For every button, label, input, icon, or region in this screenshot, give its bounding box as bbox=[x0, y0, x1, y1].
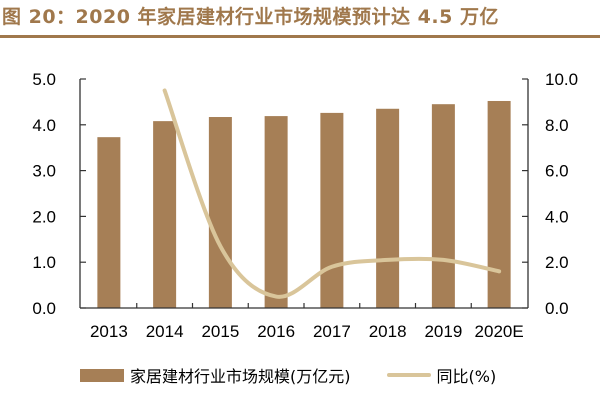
right-tick-label: 6.0 bbox=[545, 162, 569, 181]
x-tick-label: 2017 bbox=[313, 322, 351, 341]
legend-bar-label: 家居建材行业市场规模(万亿元) bbox=[130, 367, 351, 386]
right-tick-label: 10.0 bbox=[545, 70, 578, 89]
left-tick-label: 3.0 bbox=[32, 162, 56, 181]
bar bbox=[431, 104, 455, 308]
left-tick-label: 0.0 bbox=[32, 299, 56, 318]
legend-bar-swatch bbox=[80, 368, 124, 382]
bar bbox=[376, 108, 400, 309]
left-tick-label: 1.0 bbox=[32, 253, 56, 272]
x-tick-label: 2019 bbox=[424, 322, 462, 341]
legend-line-swatch bbox=[386, 373, 431, 377]
chart-title: 图 20：2020 年家居建材行业市场规模预计达 4.5 万亿 bbox=[2, 6, 499, 28]
x-tick-label: 2020E bbox=[475, 322, 524, 341]
right-tick-label: 8.0 bbox=[545, 116, 569, 135]
x-tick-label: 2018 bbox=[369, 322, 407, 341]
x-tick-label: 2013 bbox=[90, 322, 128, 341]
left-tick-label: 2.0 bbox=[32, 207, 56, 226]
legend-line-label: 同比(%) bbox=[436, 367, 497, 386]
yoy-line bbox=[162, 88, 502, 299]
bar bbox=[264, 116, 288, 309]
left-tick-label: 4.0 bbox=[32, 116, 56, 135]
right-tick-label: 0.0 bbox=[545, 299, 569, 318]
legend: 家居建材行业市场规模(万亿元) 同比(%) bbox=[20, 363, 496, 387]
title-rule bbox=[0, 35, 600, 38]
bar bbox=[487, 100, 511, 308]
bar bbox=[208, 117, 232, 308]
bar bbox=[153, 121, 177, 308]
x-tick-label: 2014 bbox=[146, 322, 184, 341]
right-tick-label: 2.0 bbox=[545, 253, 569, 272]
legend-item-line: 同比(%) bbox=[386, 363, 497, 387]
bar bbox=[97, 137, 121, 308]
left-tick-label: 5.0 bbox=[32, 70, 56, 89]
x-tick-label: 2016 bbox=[257, 322, 295, 341]
legend-item-bar: 家居建材行业市场规模(万亿元) bbox=[80, 363, 351, 387]
right-tick-label: 4.0 bbox=[545, 207, 569, 226]
bar bbox=[320, 112, 344, 308]
x-tick-label: 2015 bbox=[201, 322, 239, 341]
